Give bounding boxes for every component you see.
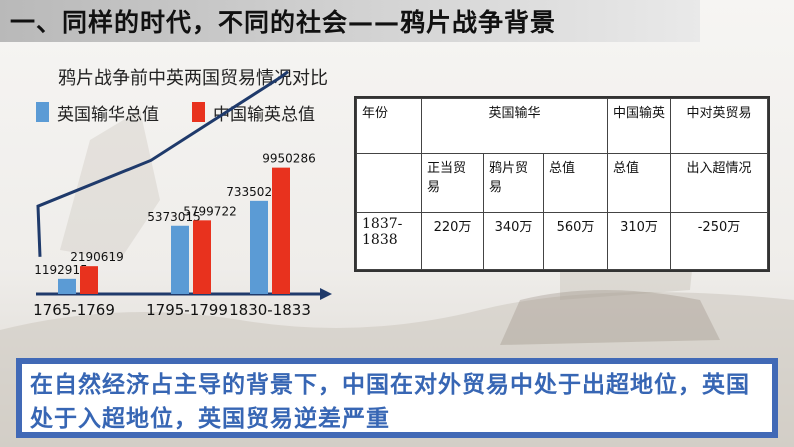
table-cell-balance: -250万 — [670, 212, 768, 270]
data-label: 9950286 — [262, 152, 315, 166]
conclusion-text: 在自然经济占主导的背景下，中国在对外贸易中处于出超地位，英国处于入超地位，英国贸… — [30, 372, 750, 432]
table-header-legit: 正当贸易 — [421, 152, 484, 214]
table-row: 1837-1838 220万 340万 560万 310万 -250万 — [356, 212, 768, 270]
table-header-opium: 鸦片贸易 — [483, 152, 544, 214]
bar — [272, 167, 290, 294]
category-tick-label: 1765-1769 — [33, 301, 115, 319]
table-cell-legit: 220万 — [421, 212, 484, 270]
bar — [171, 225, 189, 294]
bar — [250, 200, 268, 294]
data-label: 5799722 — [183, 204, 236, 218]
bar — [80, 266, 98, 294]
table-header-balance: 中对英贸易 — [670, 98, 768, 154]
data-label: 2190619 — [70, 250, 123, 264]
data-label: 1192915 — [34, 263, 87, 277]
trade-table: 年份 英国输华 中国输英 中对英贸易 正当贸易 鸦片贸易 总值 总值 出入超情况… — [354, 96, 770, 272]
table-cell-empty — [356, 152, 422, 214]
data-label: 5373015 — [147, 210, 200, 224]
x-axis-arrow — [320, 288, 332, 300]
legend-swatch-british — [36, 102, 49, 122]
page-title: 一、同样的时代，不同的社会——鸦片战争背景 — [10, 8, 557, 37]
table-header-chinese: 中国输英 — [607, 98, 671, 154]
legend-swatch-chinese — [192, 102, 205, 122]
category-tick-label: 1830-1833 — [229, 301, 311, 319]
table-cell-total: 560万 — [543, 212, 608, 270]
table-cell-cn-total: 310万 — [607, 212, 671, 270]
table-cell-year: 1837-1838 — [356, 212, 422, 270]
legend-label-british: 英国输华总值 — [57, 104, 159, 125]
data-label: 7335023 — [226, 185, 279, 199]
trend-line — [36, 70, 289, 257]
category-tick-label: 1795-1799 — [146, 301, 228, 319]
bar — [193, 220, 211, 294]
table-header-british: 英国输华 — [421, 98, 608, 154]
chart-title: 鸦片战争前中英两国贸易情况对比 — [58, 68, 328, 89]
table-header-status: 出入超情况 — [670, 152, 768, 214]
conclusion-box: 在自然经济占主导的背景下，中国在对外贸易中处于出超地位，英国处于入超地位，英国贸… — [16, 358, 778, 438]
legend-item-british: 英国输华总值 — [36, 101, 159, 125]
table-cell-opium: 340万 — [483, 212, 544, 270]
table-header-total: 总值 — [543, 152, 608, 214]
bar — [58, 278, 76, 294]
legend-item-chinese: 中国输英总值 — [192, 101, 315, 125]
table-header-cn-total: 总值 — [607, 152, 671, 214]
legend-label-chinese: 中国输英总值 — [213, 104, 315, 125]
table-header-year: 年份 — [356, 98, 422, 154]
title-bar: 一、同样的时代，不同的社会——鸦片战争背景 — [0, 0, 700, 42]
